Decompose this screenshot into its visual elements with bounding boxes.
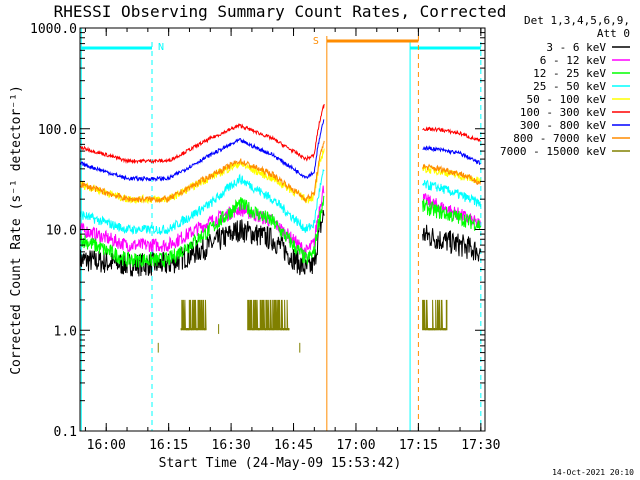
series-2 <box>79 195 481 268</box>
marker-n-label: N <box>158 42 164 53</box>
legend-label-8: 7000 - 15000 keV <box>500 145 606 158</box>
x-axis-label: Start Time (24-May-09 15:53:42) <box>159 456 402 471</box>
series-trace-early <box>79 209 325 277</box>
series-trace-early <box>79 195 325 268</box>
series-trace-late <box>422 179 481 208</box>
y-tick-label-2: 10.0 <box>46 224 77 239</box>
series-5 <box>79 104 481 165</box>
legend-header-line-1: Det 1,3,4,5,6,9, <box>524 14 630 27</box>
series-6 <box>79 119 481 183</box>
series-trace-late <box>422 126 481 142</box>
plot-area: NS <box>79 28 482 431</box>
series-trace-late <box>422 145 481 166</box>
chart-title: RHESSI Observing Summary Count Rates, Co… <box>54 2 507 21</box>
series-trace-early <box>79 185 325 259</box>
x-tick-label-5: 17:15 <box>399 438 438 453</box>
x-tick-label-2: 16:30 <box>212 438 251 453</box>
y-tick-label-0: 0.1 <box>54 425 77 440</box>
series-trace-early <box>79 104 325 165</box>
x-axis: 16:00 16:15 16:30 16:45 17:00 17:15 17:30 <box>84 28 500 453</box>
series-7 <box>79 140 481 204</box>
series-trace-late <box>422 163 481 186</box>
marker-s-label: S <box>313 36 319 47</box>
legend-label-2: 12 - 25 keV <box>533 67 606 80</box>
x-tick-label-6: 17:30 <box>461 438 500 453</box>
legend-label-0: 3 - 6 keV <box>546 41 606 54</box>
series-0 <box>79 209 481 277</box>
legend-label-4: 50 - 100 keV <box>527 93 607 106</box>
series-trace-early <box>79 148 325 205</box>
series-7000-15000-block-0 <box>180 299 207 331</box>
series-trace-early <box>79 140 325 204</box>
series-trace-late <box>422 198 481 231</box>
series-7000-15000-block-2 <box>422 299 448 331</box>
y-axis: 0.1 1.0 10.0 100.0 1000.0 <box>30 22 485 440</box>
series-4 <box>79 148 481 205</box>
x-tick-label-0: 16:00 <box>87 438 126 453</box>
legend-header-line-2: Att 0 <box>597 27 630 40</box>
x-tick-label-4: 17:00 <box>336 438 375 453</box>
series-trace-early <box>79 119 325 183</box>
y-tick-label-4: 1000.0 <box>30 22 77 37</box>
series-trace-late <box>422 224 481 262</box>
legend-label-6: 300 - 800 keV <box>520 119 606 132</box>
legend-label-5: 100 - 300 keV <box>520 106 606 119</box>
legend-label-1: 6 - 12 keV <box>540 54 607 67</box>
series-3 <box>79 169 481 236</box>
y-axis-label: Corrected Count Rate (s⁻¹ detector⁻¹) <box>9 85 24 375</box>
legend-label-7: 800 - 7000 keV <box>513 132 606 145</box>
y-tick-label-1: 1.0 <box>54 324 77 339</box>
footer-date: 14-Oct-2021 20:10 <box>552 468 634 477</box>
x-tick-label-1: 16:15 <box>149 438 188 453</box>
x-tick-label-3: 16:45 <box>274 438 313 453</box>
y-tick-label-3: 100.0 <box>38 123 77 138</box>
series-7000-15000-block-1 <box>247 299 290 331</box>
series-trace-early <box>79 169 325 236</box>
series-8 <box>157 299 448 353</box>
legend-label-3: 25 - 50 keV <box>533 80 606 93</box>
